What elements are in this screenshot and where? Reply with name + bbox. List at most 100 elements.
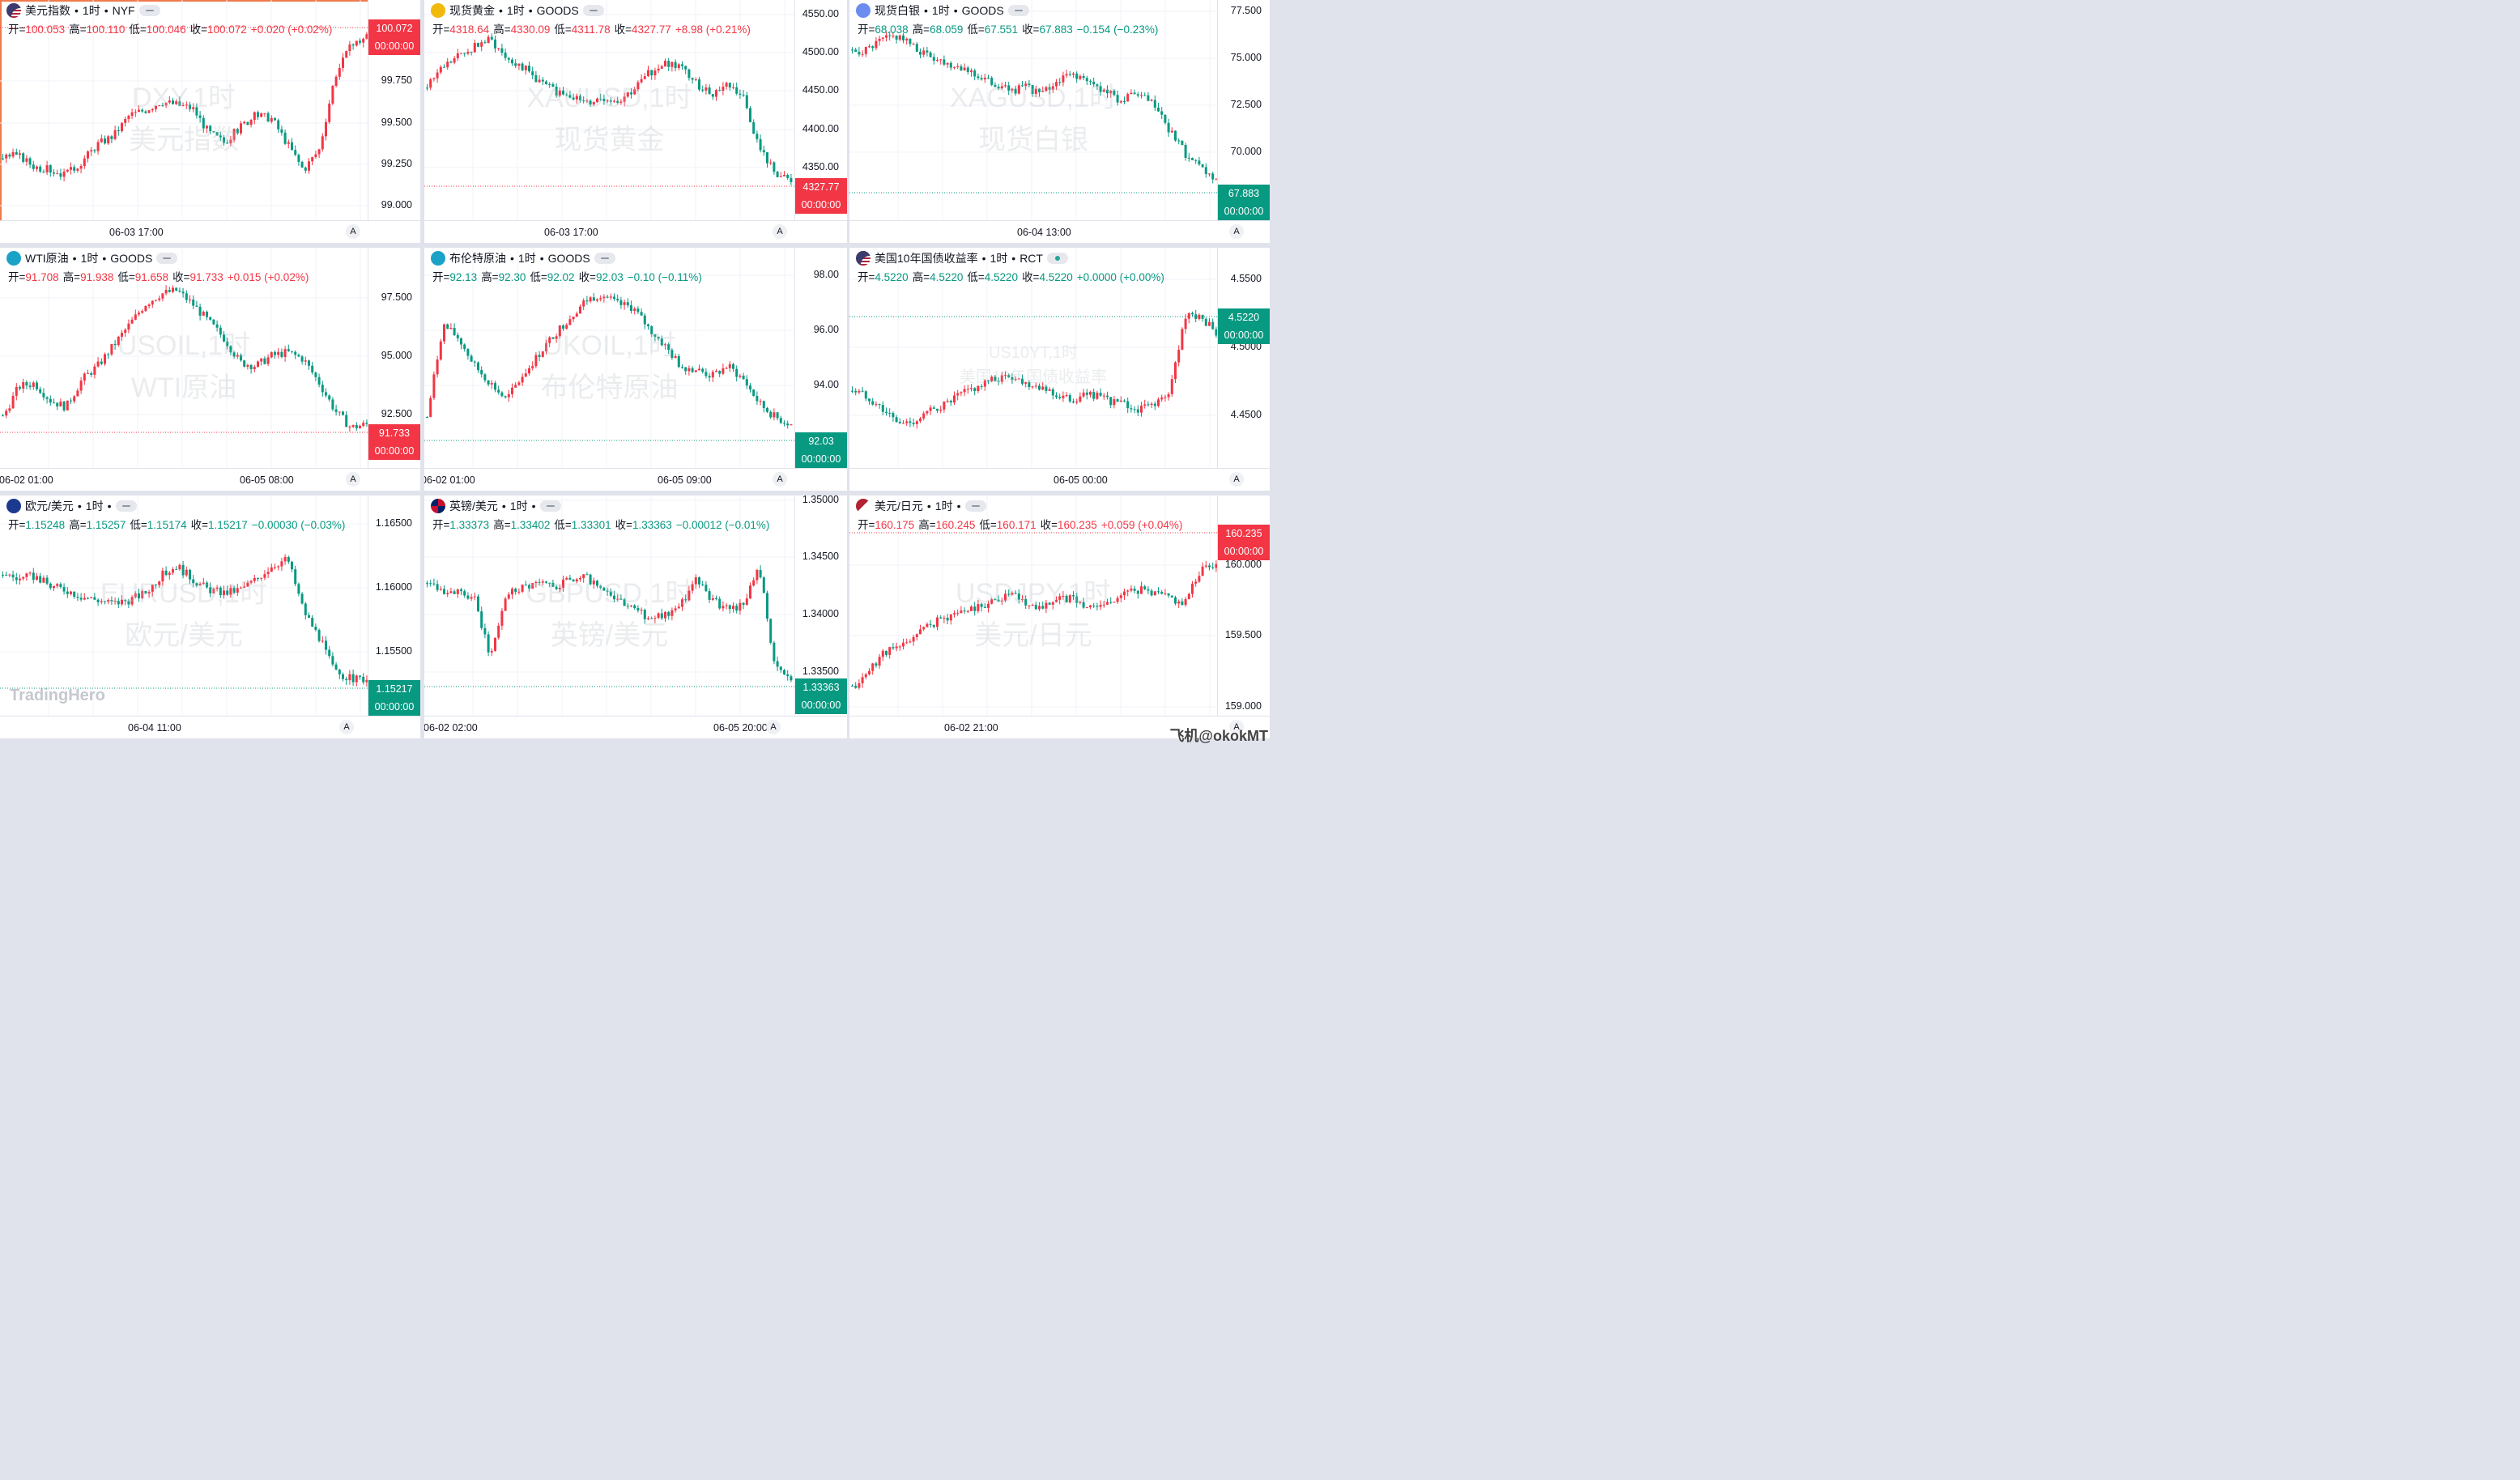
time-axis[interactable]: 06-03 17:00 A xyxy=(424,220,847,243)
candle-body xyxy=(861,677,864,683)
price-axis[interactable]: 92.500 95.000 97.500 91.733 00:00:00 xyxy=(368,248,420,468)
auto-scale-button[interactable]: A xyxy=(1229,472,1244,487)
candle-body xyxy=(1140,406,1143,413)
price-plot[interactable] xyxy=(849,248,1217,468)
interval[interactable]: 1时 xyxy=(506,4,525,17)
candle-body xyxy=(728,364,731,368)
collapse-icon[interactable] xyxy=(138,5,160,16)
symbol-header[interactable]: 现货白银 • 1时 • GOODS xyxy=(856,3,1029,18)
price-axis[interactable]: 4.4500 4.5000 4.5500 4.5220 00:00:00 xyxy=(1217,248,1270,468)
candle-body xyxy=(1208,321,1211,326)
candle-body xyxy=(949,614,952,621)
candle-body xyxy=(70,167,72,170)
interval[interactable]: 1时 xyxy=(931,4,950,17)
interval[interactable]: 1时 xyxy=(934,500,953,512)
price-plot[interactable] xyxy=(0,248,368,468)
auto-scale-button[interactable]: A xyxy=(346,224,360,239)
candle-body xyxy=(321,136,324,150)
ohlc-legend: 开=1.15248 高=1.15257 低=1.15174 收=1.15217 −0.0… xyxy=(8,516,345,532)
candle-body xyxy=(22,576,25,579)
symbol-name[interactable]: 欧元/美元 xyxy=(25,500,74,512)
ohlc-close-value: 4327.77 xyxy=(632,23,671,36)
symbol-header[interactable]: WTI原油 • 1时 • GOODS xyxy=(6,251,178,266)
price-plot[interactable] xyxy=(424,248,794,468)
interval[interactable]: 1时 xyxy=(990,252,1008,265)
price-axis[interactable]: 4350.00 4400.00 4450.00 4500.00 4550.00 4327.… xyxy=(794,0,847,220)
chart-panel[interactable]: GBPUSD,1时 英镑/美元 英镑/美元 • 1时 • 开=1.33373 高=1.3340… xyxy=(424,495,847,738)
symbol-header[interactable]: 布伦特原油 • 1时 • GOODS xyxy=(431,251,615,266)
chart-panel[interactable]: XAUUSD,1时 现货黄金 现货黄金 • 1时 • GOODS 开=4318.64 高=433… xyxy=(424,0,847,243)
chart-panel[interactable]: UKOIL,1时 布伦特原油 布伦特原油 • 1时 • GOODS 开=92.13 高=92.3… xyxy=(424,248,847,491)
candle-body xyxy=(558,90,561,96)
time-axis[interactable]: 06-05 00:00 A xyxy=(849,468,1270,491)
symbol-name[interactable]: WTI原油 xyxy=(25,252,69,265)
symbol-name[interactable]: 布伦特原油 xyxy=(449,252,506,265)
collapse-icon[interactable] xyxy=(594,253,615,264)
symbol-name[interactable]: 现货黄金 xyxy=(449,4,495,17)
ohlc-label: 高= xyxy=(69,23,87,36)
chart-panel[interactable]: USDJPY,1时 美元/日元 美元/日元 • 1时 • 开=160.175 高=160.24… xyxy=(849,495,1270,738)
interval[interactable]: 1时 xyxy=(509,500,528,512)
price-axis[interactable]: 159.000 159.500 160.000 160.235 00:00:00 xyxy=(1217,495,1270,716)
auto-scale-button[interactable]: A xyxy=(346,472,360,487)
time-axis[interactable]: 06-02 21:00 A xyxy=(849,716,1270,738)
candle-body xyxy=(1004,375,1007,376)
candle-body xyxy=(861,390,864,392)
market-status-icon[interactable] xyxy=(1046,253,1068,264)
symbol-header[interactable]: 欧元/美元 • 1时 • xyxy=(6,499,137,513)
time-axis[interactable]: 06-03 17:00 A xyxy=(0,220,420,243)
chart-panel[interactable]: US10YT,1时 美国10年国债收益率 美国10年国债收益率 • 1时 • RCT 开=4.… xyxy=(849,248,1270,491)
symbol-name[interactable]: 美国10年国债收益率 xyxy=(875,252,978,265)
interval[interactable]: 1时 xyxy=(80,252,99,265)
collapse-icon[interactable] xyxy=(115,500,137,512)
collapse-icon[interactable] xyxy=(539,500,561,512)
collapse-icon[interactable] xyxy=(156,253,178,264)
candle-body xyxy=(630,305,632,311)
time-axis[interactable]: 06-02 01:00 06-05 08:00 A xyxy=(0,468,420,491)
collapse-icon[interactable] xyxy=(964,500,986,512)
price-plot[interactable] xyxy=(0,495,368,716)
interval[interactable]: 1时 xyxy=(85,500,104,512)
price-plot[interactable] xyxy=(424,0,794,220)
price-axis[interactable]: 94.00 96.00 98.00 92.03 00:00:00 xyxy=(794,248,847,468)
symbol-name[interactable]: 美元/日元 xyxy=(875,500,923,512)
auto-scale-button[interactable]: A xyxy=(773,472,787,487)
price-axis[interactable]: 1.33500 1.34000 1.34500 1.35000 1.33363 00:00… xyxy=(794,495,847,716)
symbol-header[interactable]: 美元/日元 • 1时 • xyxy=(856,499,986,513)
candle-body xyxy=(691,584,694,591)
price-axis[interactable]: 70.000 72.500 75.000 77.500 67.883 00:00:00 xyxy=(1217,0,1270,220)
candle-body xyxy=(565,94,568,96)
auto-scale-button[interactable]: A xyxy=(766,720,781,734)
chart-panel[interactable]: DXY,1时 美元指数 美元指数 • 1时 • NYF 开=100.053 高=100.110 低… xyxy=(0,0,420,243)
time-axis[interactable]: 06-02 01:00 06-05 09:00 A xyxy=(424,468,847,491)
time-axis[interactable]: 06-04 13:00 A xyxy=(849,220,1270,243)
candle-body xyxy=(189,104,191,109)
interval[interactable]: 1时 xyxy=(517,252,536,265)
symbol-name[interactable]: 英镑/美元 xyxy=(449,500,498,512)
time-axis[interactable]: 06-02 02:00 06-05 20:00 A xyxy=(424,716,847,738)
price-plot[interactable] xyxy=(0,0,368,220)
price-axis[interactable]: 99.000 99.250 99.500 99.750 100.072 00:00:00 xyxy=(368,0,420,220)
symbol-name[interactable]: 美元指数 xyxy=(25,4,70,17)
auto-scale-button[interactable]: A xyxy=(339,720,354,734)
price-axis[interactable]: 1.15500 1.16000 1.16500 1.15217 00:00:00 xyxy=(368,495,420,716)
collapse-icon[interactable] xyxy=(1007,5,1029,16)
price-plot[interactable] xyxy=(849,495,1217,716)
price-plot[interactable] xyxy=(424,495,794,716)
symbol-header[interactable]: 美元指数 • 1时 • NYF xyxy=(6,3,160,18)
interval[interactable]: 1时 xyxy=(82,4,100,17)
auto-scale-button[interactable]: A xyxy=(773,224,787,239)
chart-panel[interactable]: XAGUSD,1时 现货白银 现货白银 • 1时 • GOODS 开=68.038 高=68.0… xyxy=(849,0,1270,243)
auto-scale-button[interactable]: A xyxy=(1229,224,1244,239)
auto-scale-button[interactable]: A xyxy=(1229,720,1244,734)
candle-body xyxy=(175,287,178,291)
collapse-icon[interactable] xyxy=(582,5,604,16)
price-plot[interactable] xyxy=(849,0,1217,220)
symbol-header[interactable]: 美国10年国债收益率 • 1时 • RCT xyxy=(856,251,1068,266)
time-axis[interactable]: 06-04 11:00 A xyxy=(0,716,420,738)
silver-coin-icon xyxy=(856,3,871,18)
symbol-name[interactable]: 现货白银 xyxy=(875,4,920,17)
symbol-header[interactable]: 现货黄金 • 1时 • GOODS xyxy=(431,3,604,18)
symbol-header[interactable]: 英镑/美元 • 1时 • xyxy=(431,499,561,513)
chart-panel[interactable]: USOIL,1时 WTI原油 WTI原油 • 1时 • GOODS 开=91.708 高=91.… xyxy=(0,248,420,491)
